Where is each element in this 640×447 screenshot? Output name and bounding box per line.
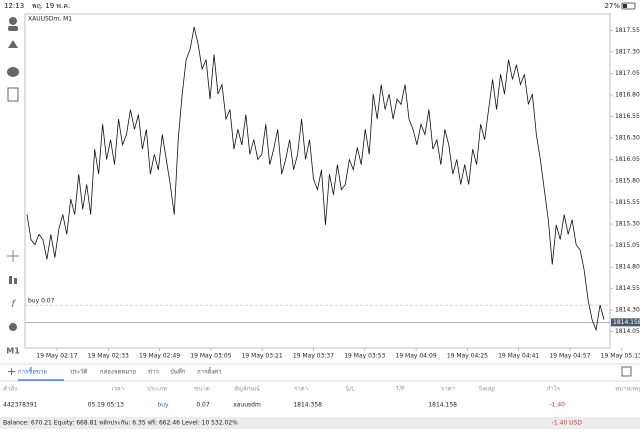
account-icon-body[interactable] xyxy=(8,26,18,31)
tab[interactable]: ประวัติ xyxy=(70,369,88,376)
timeframe-button[interactable]: M1 xyxy=(6,347,20,356)
total-profit: -1.40 USD xyxy=(552,420,583,427)
y-tick-label: 1816.050 xyxy=(615,156,640,163)
indicator-icon[interactable]: f xyxy=(11,299,16,310)
tab[interactable]: บันทึก xyxy=(170,369,186,376)
column-header: ประเภท xyxy=(147,386,167,393)
cell-time[interactable]: 05.19 05:13 xyxy=(88,402,125,409)
y-tick-label: 1816.800 xyxy=(615,91,640,98)
chart-title: XAUUSDm, M1 xyxy=(28,16,72,23)
y-tick-label: 1815.300 xyxy=(615,221,640,228)
y-tick-label: 1814.050 xyxy=(615,328,640,335)
x-tick-label: 19 May 04:41 xyxy=(498,353,539,360)
balance-bar xyxy=(0,417,640,429)
trade-icon[interactable] xyxy=(8,40,18,48)
y-tick-label: 1817.050 xyxy=(615,70,640,77)
tab[interactable]: กล่องจดหมาย xyxy=(100,369,136,376)
price-line-series xyxy=(26,26,605,332)
cell-size[interactable]: 0.07 xyxy=(196,402,210,409)
clock: 12:13 xyxy=(4,2,24,10)
tab[interactable]: การซื้อขาย xyxy=(18,366,47,376)
battery-icon xyxy=(621,2,636,10)
x-tick-label: 19 May 04:09 xyxy=(396,353,437,360)
y-tick-label: 1816.300 xyxy=(615,134,640,141)
y-tick-label: 1815.550 xyxy=(615,199,640,206)
cell-order[interactable]: 442378391 xyxy=(3,402,38,409)
column-header: คำสั่ง xyxy=(3,385,17,393)
tab[interactable]: ข่าว xyxy=(148,369,159,376)
layout-icon[interactable] xyxy=(621,366,632,377)
x-tick-label: 19 May 04:57 xyxy=(549,353,590,360)
column-header: ขนาด xyxy=(194,386,210,393)
price-tag xyxy=(611,318,640,327)
candles-icon-2[interactable] xyxy=(14,278,17,284)
add-button[interactable]: + xyxy=(7,365,16,378)
battery-level xyxy=(623,4,627,8)
y-tick-label: 1815.800 xyxy=(615,178,640,185)
x-tick-label: 19 May 02:49 xyxy=(139,353,180,360)
x-tick-label: 19 May 03:37 xyxy=(293,353,334,360)
column-header: หมายเหตุ xyxy=(615,386,640,393)
x-tick-label: 19 May 03:05 xyxy=(190,353,231,360)
crosshair-icon[interactable] xyxy=(7,250,19,262)
y-tick-label: 1814.800 xyxy=(615,264,640,271)
column-header: Swap xyxy=(479,386,495,393)
cell-symbol[interactable]: xauusdm xyxy=(233,402,261,409)
column-header: S/L xyxy=(345,386,355,393)
x-tick-label: 19 May 02:33 xyxy=(88,353,129,360)
column-header: ราคา xyxy=(294,386,308,393)
x-tick-label: 19 May 03:21 xyxy=(242,353,283,360)
battery: 27% xyxy=(604,2,620,10)
column-header: T/P xyxy=(394,386,405,393)
account-icon[interactable] xyxy=(9,17,17,25)
doc-icon[interactable] xyxy=(7,87,19,102)
cell-type[interactable]: buy xyxy=(157,402,169,409)
y-tick-label: 1817.300 xyxy=(615,48,640,55)
cell-price[interactable]: 1814.358 xyxy=(293,402,322,409)
column-header: เวลา xyxy=(112,386,124,393)
price-tag-label: 1814.158 xyxy=(613,319,640,326)
column-header: กำไร xyxy=(547,385,561,393)
cell-current[interactable]: 1814.158 xyxy=(428,402,457,409)
column-header: สัญลักษณ์ xyxy=(234,385,260,393)
date: พฤ. 19 พ.ค. xyxy=(32,2,70,10)
toolbar: f M1 xyxy=(6,17,20,356)
y-tick-label: 1814.300 xyxy=(615,307,640,314)
y-tick-label: 1816.550 xyxy=(615,113,640,120)
column-header: ราคา xyxy=(441,386,455,393)
y-tick-label: 1817.550 xyxy=(615,27,640,34)
objects-icon[interactable] xyxy=(9,323,17,331)
balance-summary: Balance: 670.21 Equity: 668.81 หลักประกั… xyxy=(3,419,238,427)
x-tick-label: 19 May 03:53 xyxy=(344,353,385,360)
y-tick-label: 1814.550 xyxy=(615,285,640,292)
x-tick-label: 19 May 02:17 xyxy=(36,353,77,360)
x-tick-label: 19 May 04:25 xyxy=(447,353,488,360)
tab[interactable]: การตั้งค่า xyxy=(197,366,221,376)
candles-icon[interactable] xyxy=(9,276,12,284)
x-tick-label: 19 May 05:13 xyxy=(601,353,640,360)
cell-profit[interactable]: -1.40 xyxy=(549,402,565,409)
y-tick-label: 1815.050 xyxy=(615,242,640,249)
order-line-label: buy 0.07 xyxy=(28,298,55,305)
chat-icon[interactable] xyxy=(7,67,19,77)
